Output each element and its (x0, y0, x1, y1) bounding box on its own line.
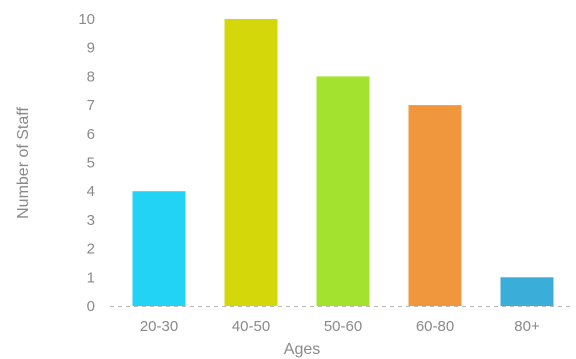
y-tick-label: 5 (87, 155, 95, 172)
y-tick-label: 1 (87, 269, 95, 286)
x-tick-label: 50-60 (324, 318, 362, 335)
bar-50-60 (316, 76, 370, 307)
bar-20-30 (132, 191, 186, 306)
y-tick-label: 9 (87, 40, 95, 57)
bar-40-50 (224, 19, 278, 306)
bar-80+ (500, 277, 554, 306)
bars-group (132, 19, 554, 307)
y-tick-labels: 0 1 2 3 4 5 6 7 8 9 10 (78, 11, 95, 315)
y-tick-label: 10 (78, 11, 95, 28)
x-tick-label: 80+ (514, 318, 540, 335)
x-axis-title: Ages (284, 341, 320, 358)
y-tick-label: 6 (87, 126, 95, 143)
x-tick-labels: 20-30 40-50 50-60 60-80 80+ (140, 318, 540, 335)
x-tick-label: 60-80 (416, 318, 454, 335)
bar-60-80 (408, 105, 462, 306)
y-tick-label: 0 (87, 298, 95, 315)
x-tick-label: 40-50 (232, 318, 270, 335)
y-tick-label: 7 (87, 97, 95, 114)
x-tick-label: 20-30 (140, 318, 178, 335)
y-tick-label: 2 (87, 241, 95, 258)
y-tick-label: 3 (87, 212, 95, 229)
y-tick-label: 4 (87, 183, 95, 200)
y-tick-label: 8 (87, 68, 95, 85)
y-axis-title: Number of Staff (15, 107, 32, 219)
